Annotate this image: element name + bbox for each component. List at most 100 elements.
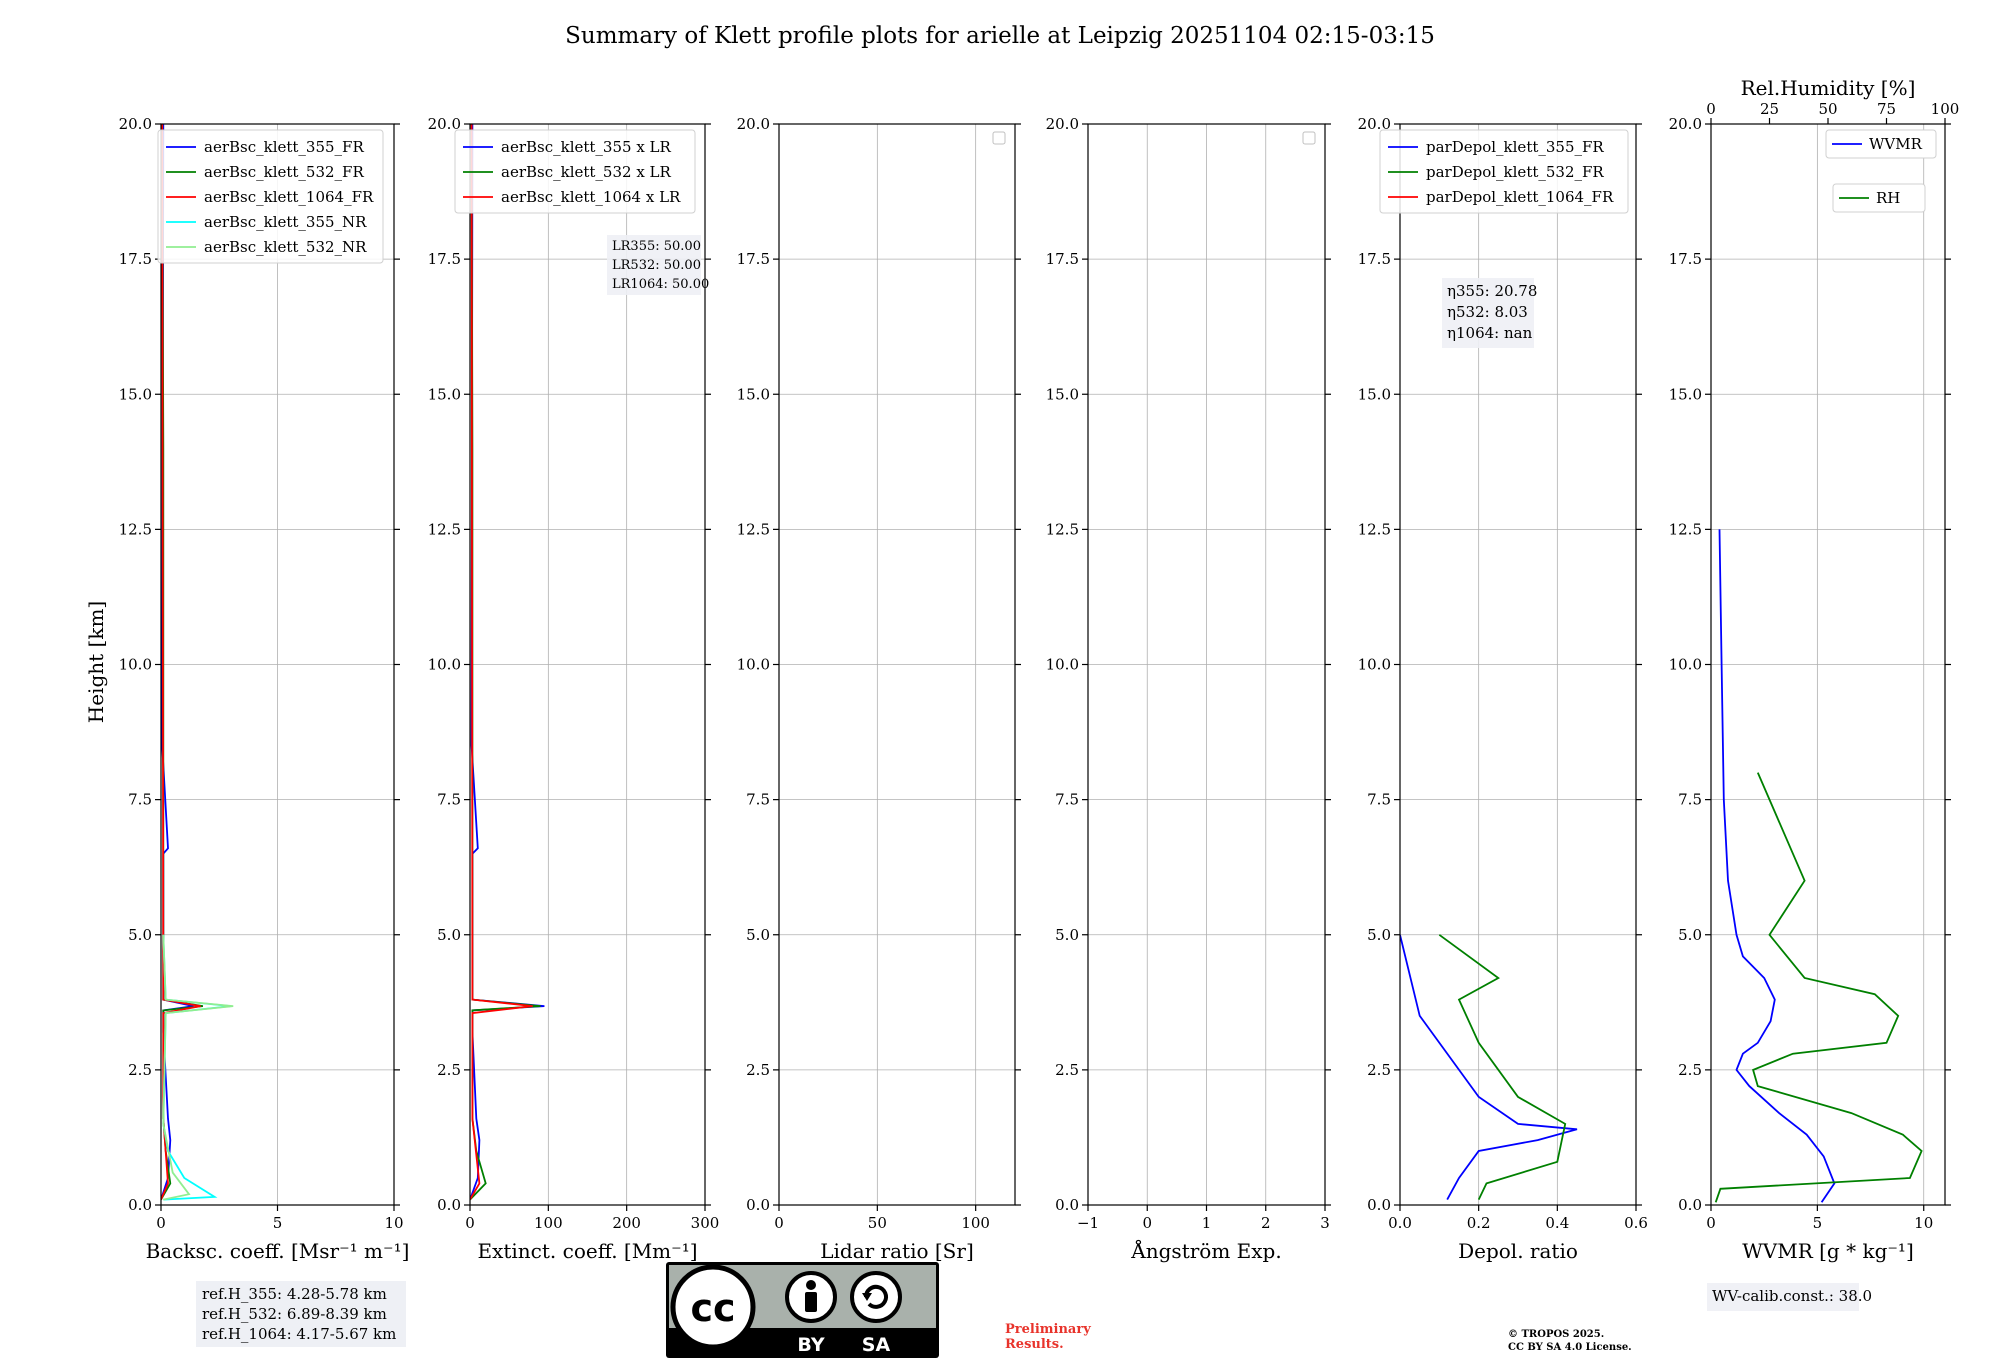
ref-height-355: ref.H_355: 4.28-5.78 km	[202, 1285, 387, 1303]
x-axis-label: Lidar ratio [Sr]	[820, 1239, 974, 1263]
y-tick-label: 5.0	[1367, 926, 1391, 944]
x-axis-label: WVMR [g * kg⁻¹]	[1742, 1239, 1914, 1263]
legend-entry: aerBsc_klett_532 x LR	[501, 163, 672, 181]
axes-frame	[160, 123, 395, 1206]
x-tick-label: 1	[1202, 1214, 1212, 1232]
y-tick-label: 2.5	[1055, 1061, 1079, 1079]
y-tick-label: 5.0	[437, 926, 461, 944]
y-tick-label: 17.5	[428, 250, 461, 268]
y-tick-label: 15.0	[1046, 385, 1079, 403]
legend-entry: RH	[1876, 189, 1900, 207]
y-tick-label: 7.5	[437, 791, 461, 809]
ref-heights-box: ref.H_355: 4.28-5.78 km ref.H_532: 6.89-…	[196, 1281, 406, 1347]
y-tick-label: 0.0	[437, 1196, 461, 1214]
cc-text: cc	[690, 1286, 735, 1330]
series-line-aerBsc_klett_1064 x LR	[470, 124, 533, 1201]
y-tick-label: 7.5	[1367, 791, 1391, 809]
x-tick-label: 200	[612, 1214, 641, 1232]
legend-box	[157, 129, 384, 264]
x2-tick-label: 100	[1931, 100, 1960, 118]
x-tick-label: 100	[961, 1214, 990, 1232]
y-tick-label: 5.0	[1055, 926, 1079, 944]
x-tick-label: 2	[1261, 1214, 1271, 1232]
x-tick-label: 5	[1813, 1214, 1823, 1232]
legend-entry: parDepol_klett_532_FR	[1426, 163, 1604, 181]
y-tick-label: 10.0	[1046, 656, 1079, 674]
y-tick-label: 7.5	[128, 791, 152, 809]
y-tick-label: 7.5	[746, 791, 770, 809]
x-tick-label: 0.0	[1388, 1214, 1412, 1232]
y-tick-label: 15.0	[737, 385, 770, 403]
y-tick-label: 5.0	[1678, 926, 1702, 944]
y-tick-label: 0.0	[128, 1196, 152, 1214]
x-axis-label: Extinct. coeff. [Mm⁻¹]	[477, 1239, 697, 1263]
x2-tick-label: 0	[1706, 100, 1716, 118]
y-tick-label: 15.0	[119, 385, 152, 403]
y-tick-label: 12.5	[737, 520, 770, 538]
y-tick-label: 5.0	[746, 926, 770, 944]
series-line-RH	[1714, 772, 1923, 1203]
annotation-line: η532: 8.03	[1447, 303, 1528, 321]
copyright-line-2: CC BY SA 4.0 License.	[1508, 1342, 1632, 1353]
legend-entry: aerBsc_klett_1064 x LR	[501, 188, 681, 206]
y-tick-label: 17.5	[1046, 250, 1079, 268]
x-tick-label: 0	[465, 1214, 475, 1232]
panel-2: 0.0 2.5 5.0 7.5 10.0 12.5 15.0 17.5 20.0 0 100 200 3…	[428, 115, 720, 1263]
annotation-line: WV-calib.const.: 38.0	[1712, 1287, 1872, 1305]
series-line-aerBsc_klett_355 x LR	[470, 124, 545, 1200]
y-tick-label: 7.5	[1055, 791, 1079, 809]
y-tick-label: 10.0	[428, 656, 461, 674]
series-line-aerBsc_klett_355_NR	[162, 934, 231, 1201]
x-axis-label: Depol. ratio	[1458, 1239, 1578, 1263]
y-tick-label: 0.0	[1367, 1196, 1391, 1214]
y-tick-label: 2.5	[1367, 1061, 1391, 1079]
axes-frame	[469, 123, 706, 1206]
x-tick-label: 0	[774, 1214, 784, 1232]
legend-entry: aerBsc_klett_532_FR	[204, 163, 364, 181]
y-tick-label: 10.0	[1669, 656, 1702, 674]
ref-height-1064: ref.H_1064: 4.17-5.67 km	[202, 1325, 396, 1343]
y-tick-label: 2.5	[128, 1061, 152, 1079]
x2-tick-label: 25	[1760, 100, 1779, 118]
axes-frame	[778, 123, 1016, 1206]
legend-entry: parDepol_klett_1064_FR	[1426, 188, 1614, 206]
annotation-bg	[607, 235, 701, 295]
empty-legend	[992, 131, 1006, 145]
legend-box	[1379, 129, 1629, 214]
annotation-bg	[1707, 1283, 1859, 1311]
x-axis-label: Ångström Exp.	[1130, 1238, 1281, 1263]
x-tick-label: 5	[273, 1214, 283, 1232]
y-tick-label: 17.5	[119, 250, 152, 268]
ref-heights-bg	[196, 1281, 406, 1347]
y-tick-label: 2.5	[1678, 1061, 1702, 1079]
series-line-parDepol_klett_532_FR	[1438, 934, 1567, 1200]
y-tick-label: 12.5	[428, 520, 461, 538]
x-tick-label: 100	[534, 1214, 563, 1232]
x-tick-label: 0.2	[1467, 1214, 1491, 1232]
axes-frame	[1399, 123, 1637, 1206]
x-tick-label: 50	[868, 1214, 887, 1232]
legend: WVMR RH	[1825, 129, 1937, 213]
y-tick-label: 17.5	[1669, 250, 1702, 268]
y-tick-label: 20.0	[1046, 115, 1079, 133]
legend: aerBsc_klett_355 x LR aerBsc_klett_532 x …	[454, 129, 696, 214]
panel-4: 0.0 2.5 5.0 7.5 10.0 12.5 15.0 17.5 20.0 −1 0 1 2 3 Ån…	[1046, 115, 1331, 1263]
x-tick-label: 10	[1914, 1214, 1933, 1232]
annotation-bg	[1442, 278, 1534, 348]
y-tick-label: 20.0	[1669, 115, 1702, 133]
annotation: LR355: 50.00 LR532: 50.00 LR1064: 50.00	[607, 235, 709, 295]
y-tick-label: 10.0	[737, 656, 770, 674]
y-tick-label: 20.0	[119, 115, 152, 133]
series-line-aerBsc_klett_1064_FR	[161, 124, 201, 1200]
series-line-WVMR	[1718, 529, 1836, 1203]
cc-license-logo: cc BY SA	[666, 1262, 939, 1358]
y-tick-label: 20.0	[428, 115, 461, 133]
axes-frame	[1710, 123, 1946, 1206]
y-tick-label: 7.5	[1678, 791, 1702, 809]
y-tick-label: 2.5	[437, 1061, 461, 1079]
annotation-line: LR1064: 50.00	[612, 277, 709, 292]
legend-entry: aerBsc_klett_355 x LR	[501, 138, 672, 156]
series-line-aerBsc_klett_532 x LR	[470, 124, 541, 1201]
series-line-aerBsc_klett_532_FR	[161, 124, 204, 1201]
